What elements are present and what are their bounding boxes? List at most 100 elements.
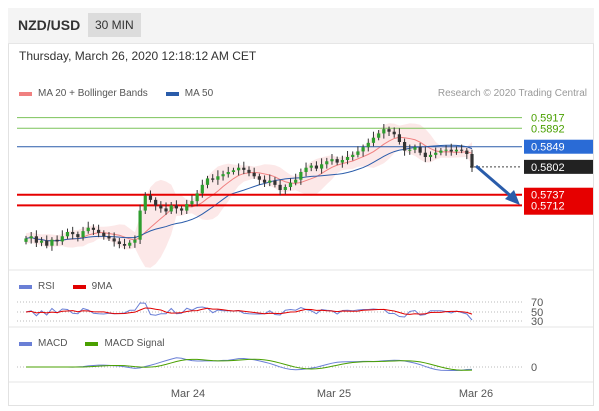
legend-rsi-ma: 9MA — [72, 281, 113, 292]
candle-body — [97, 229, 101, 233]
candle-body — [356, 151, 360, 155]
candle-body — [304, 167, 308, 172]
main-legend: MA 20 + Bollinger Bands MA 50 — [19, 88, 231, 99]
legend-ma50-label: MA 50 — [184, 88, 214, 99]
rsi-level-70: 70 — [531, 297, 543, 309]
candle-body — [24, 238, 28, 242]
ma50-line — [25, 144, 473, 242]
candle-body — [169, 205, 173, 212]
candle-body — [309, 165, 313, 168]
candle-body — [392, 131, 396, 135]
candle-body — [413, 147, 417, 150]
candle-body — [117, 241, 121, 244]
candle-body — [107, 236, 111, 239]
ma50-swatch-icon — [165, 91, 179, 96]
moving-averages — [25, 136, 473, 242]
candle-body — [128, 242, 132, 246]
candle-body — [444, 149, 448, 151]
candle-body — [278, 184, 282, 190]
candle-body — [351, 154, 355, 157]
candle-body — [366, 142, 370, 148]
resistance-1-label: 0.5892 — [531, 123, 565, 135]
candle-body — [335, 159, 339, 163]
candle-body — [216, 176, 220, 180]
candle-body — [288, 182, 293, 187]
candle-body — [262, 179, 267, 183]
candle-body — [454, 149, 459, 152]
legend-macd-label: MACD — [38, 338, 68, 349]
candle-body — [81, 231, 85, 238]
candle-body — [257, 176, 261, 180]
candle-body — [237, 167, 241, 171]
legend-ma20-bollinger: MA 20 + Bollinger Bands — [19, 88, 148, 99]
macd-signal-swatch-icon — [85, 341, 99, 346]
candle-body — [434, 152, 438, 155]
candle-body — [320, 164, 324, 169]
forecast-arrow-head-icon — [505, 190, 520, 205]
candle-body — [122, 244, 127, 246]
candle-body — [242, 167, 246, 170]
rsi-swatch-icon — [19, 284, 32, 289]
last-price-label: 0.5802 — [531, 162, 565, 174]
chart-header: NZD/USD 30 MIN — [8, 8, 594, 44]
legend-macd: MACD — [19, 338, 67, 349]
candle-body — [60, 236, 64, 242]
rsi-level-30: 30 — [531, 316, 543, 328]
candle-body — [133, 239, 137, 243]
candle-body — [314, 165, 319, 169]
candle-body — [340, 160, 344, 163]
candle-body — [377, 133, 381, 138]
support-tag — [524, 187, 593, 215]
candle-body — [174, 205, 178, 209]
macd-signal-line — [26, 358, 473, 371]
candle-body — [50, 239, 54, 246]
candle-body — [205, 178, 210, 185]
candle-body — [294, 179, 298, 183]
candle-body — [221, 174, 225, 177]
candle-body — [397, 134, 401, 142]
candle-body — [449, 149, 453, 152]
pivot-tag — [524, 139, 593, 154]
candle-body — [138, 210, 142, 240]
candle-body — [34, 236, 38, 243]
x-label-mar24: Mar 24 — [171, 388, 205, 400]
forecast-arrow-shaft — [475, 164, 513, 199]
timeframe-button[interactable]: 30 MIN — [88, 13, 141, 37]
legend-ma20-label: MA 20 + Bollinger Bands — [38, 88, 148, 99]
macd-legend: MACD MACD Signal — [19, 338, 182, 349]
candle-body — [387, 129, 391, 132]
candle-body — [325, 161, 329, 165]
rsi-level-50: 50 — [531, 307, 543, 319]
candle-body — [283, 187, 287, 190]
candle-body — [55, 239, 59, 242]
candle-body — [65, 232, 70, 237]
candle-body — [112, 238, 116, 242]
rsi-ma-line — [25, 307, 473, 315]
candle-body — [159, 205, 163, 209]
candle-body — [465, 150, 469, 154]
legend-macd-signal-label: MACD Signal — [104, 338, 165, 349]
candle-body — [268, 180, 272, 183]
chart-timestamp: Thursday, March 26, 2020 12:18:12 AM CET — [19, 49, 257, 63]
pivot-label: 0.5849 — [531, 142, 565, 154]
candle-body — [247, 169, 251, 173]
rsi-legend: RSI 9MA — [19, 281, 130, 292]
legend-ma50: MA 50 — [165, 88, 214, 99]
resistance-2-label: 0.5917 — [531, 113, 565, 125]
candle-body — [408, 149, 412, 151]
legend-rsi-ma-label: 9MA — [91, 281, 113, 292]
candle-body — [226, 172, 230, 175]
candle-body — [361, 147, 365, 152]
x-label-mar25: Mar 25 — [317, 388, 351, 400]
candle-body — [86, 227, 90, 232]
candle-body — [148, 195, 153, 200]
candle-body — [330, 159, 334, 162]
ma20-line — [25, 136, 473, 242]
support-2-label: 0.5712 — [531, 200, 565, 212]
candle-body — [252, 172, 256, 177]
candle-body — [39, 240, 44, 243]
candle-body — [460, 149, 464, 151]
candle-body — [382, 129, 386, 134]
candle-body — [195, 193, 199, 202]
